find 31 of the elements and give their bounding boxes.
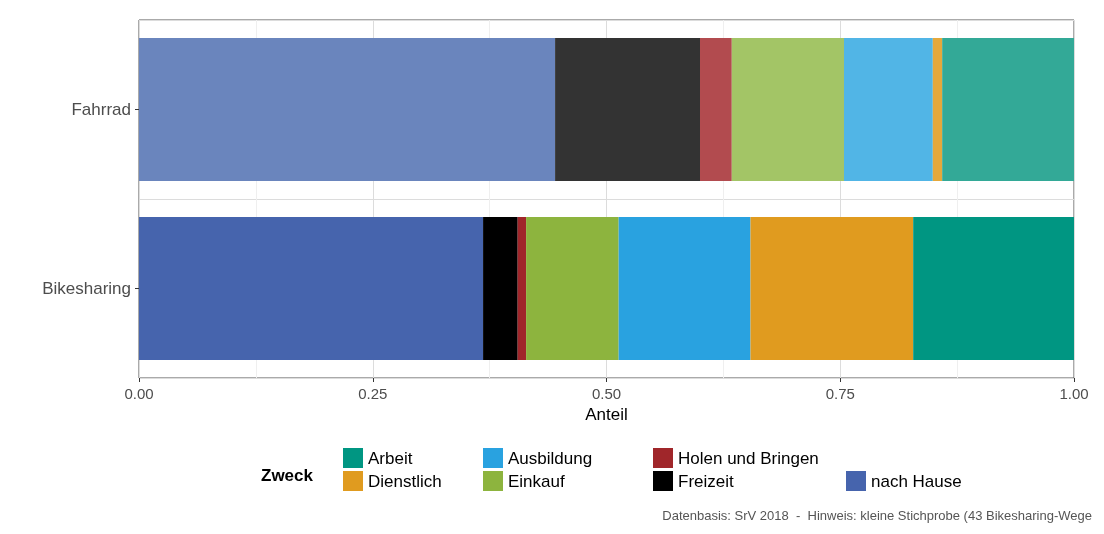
bar	[139, 37, 556, 182]
text: Datenbasis: SrV 2018 - Hinweis: kleine Stichprobe (43 Bikesharing-Wege	[662, 508, 1092, 523]
legend-label: Holen und Bringen	[678, 448, 819, 468]
bar	[843, 37, 933, 182]
x-axis-title: Anteil	[585, 404, 628, 424]
legend-label: Ausbildung	[508, 448, 593, 468]
bar	[483, 216, 518, 361]
bar	[526, 216, 619, 361]
legend-label: Arbeit	[368, 448, 413, 468]
bar	[942, 37, 1074, 182]
bar	[618, 216, 751, 361]
legend-label: nach Hause	[871, 471, 962, 491]
y-tick-label: Bikesharing	[42, 279, 131, 298]
x-tick-label: 1.00	[1059, 385, 1089, 402]
x-tick-label: 0.25	[358, 385, 388, 402]
legend-label: Dienstlich	[368, 471, 442, 491]
bar	[555, 37, 700, 182]
bar	[517, 216, 527, 361]
legend-label: Freizeit	[678, 471, 735, 491]
y-tick-label: Fahrrad	[71, 100, 131, 119]
bar	[139, 216, 484, 361]
legend-title: Zweck	[261, 466, 314, 485]
x-tick-label: 0.75	[825, 385, 855, 402]
bar	[932, 37, 943, 182]
bar	[913, 216, 1074, 361]
legend-label: Einkauf	[508, 471, 565, 491]
bar	[750, 216, 914, 361]
bar	[700, 37, 732, 182]
x-tick-label: 0.50	[591, 385, 622, 402]
x-tick-label: 0.00	[124, 385, 154, 402]
bar	[731, 37, 844, 182]
